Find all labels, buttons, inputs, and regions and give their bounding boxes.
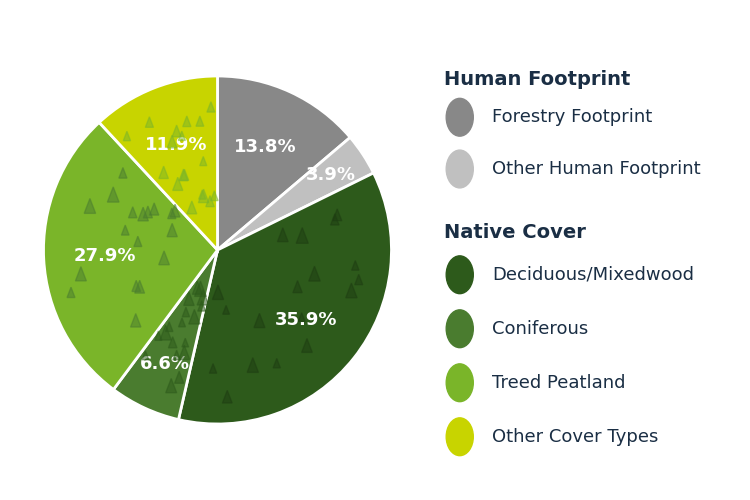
Polygon shape <box>175 372 184 384</box>
Polygon shape <box>160 325 172 340</box>
Polygon shape <box>199 189 208 202</box>
Wedge shape <box>217 138 374 250</box>
Polygon shape <box>223 306 230 314</box>
Polygon shape <box>207 102 214 112</box>
Polygon shape <box>142 351 148 360</box>
Text: 11.9%: 11.9% <box>145 136 208 154</box>
Polygon shape <box>107 187 119 202</box>
Circle shape <box>446 418 473 456</box>
Text: 3.9%: 3.9% <box>306 166 356 184</box>
Polygon shape <box>167 224 177 236</box>
Polygon shape <box>223 390 232 403</box>
Polygon shape <box>187 201 196 214</box>
Polygon shape <box>135 280 145 293</box>
Polygon shape <box>166 322 173 332</box>
Polygon shape <box>309 266 320 281</box>
Polygon shape <box>67 287 75 298</box>
Polygon shape <box>128 207 137 218</box>
Wedge shape <box>113 250 218 420</box>
Polygon shape <box>123 132 130 140</box>
Polygon shape <box>178 345 190 360</box>
Circle shape <box>446 150 473 188</box>
Polygon shape <box>170 204 180 217</box>
Text: Other Human Footprint: Other Human Footprint <box>492 160 700 178</box>
Polygon shape <box>254 314 265 328</box>
Polygon shape <box>154 331 162 340</box>
Wedge shape <box>178 173 392 424</box>
Polygon shape <box>167 135 177 148</box>
Polygon shape <box>130 314 141 327</box>
Polygon shape <box>206 196 214 206</box>
Text: Deciduous/Mixedwood: Deciduous/Mixedwood <box>492 266 694 283</box>
Text: Other Cover Types: Other Cover Types <box>492 428 658 446</box>
Polygon shape <box>172 178 183 190</box>
Polygon shape <box>302 338 312 352</box>
Polygon shape <box>182 307 190 317</box>
Polygon shape <box>199 190 206 199</box>
Polygon shape <box>122 225 129 235</box>
Polygon shape <box>211 191 218 200</box>
Circle shape <box>446 256 473 294</box>
Circle shape <box>446 310 473 348</box>
Polygon shape <box>149 203 159 215</box>
Polygon shape <box>168 208 176 218</box>
Polygon shape <box>183 116 191 126</box>
Polygon shape <box>180 170 189 180</box>
Wedge shape <box>44 122 218 390</box>
Text: Forestry Footprint: Forestry Footprint <box>492 108 652 126</box>
Polygon shape <box>172 350 181 360</box>
Polygon shape <box>331 214 339 225</box>
Polygon shape <box>194 281 206 296</box>
Text: 13.8%: 13.8% <box>234 138 296 156</box>
Polygon shape <box>197 290 208 305</box>
Text: Coniferous: Coniferous <box>492 320 588 338</box>
Polygon shape <box>273 358 280 368</box>
Polygon shape <box>169 336 177 348</box>
Polygon shape <box>192 281 202 294</box>
Polygon shape <box>178 318 185 327</box>
Polygon shape <box>159 251 170 265</box>
Polygon shape <box>184 292 194 306</box>
Polygon shape <box>212 285 223 300</box>
Polygon shape <box>76 266 86 281</box>
Polygon shape <box>166 378 177 393</box>
Text: 35.9%: 35.9% <box>275 311 338 329</box>
Text: Treed Peatland: Treed Peatland <box>492 374 626 392</box>
Text: Human Footprint: Human Footprint <box>443 70 630 89</box>
Polygon shape <box>346 283 357 298</box>
Polygon shape <box>333 209 342 220</box>
Polygon shape <box>209 364 217 373</box>
Polygon shape <box>178 131 185 140</box>
Polygon shape <box>293 280 302 292</box>
Polygon shape <box>132 280 140 291</box>
Polygon shape <box>352 260 359 270</box>
Text: 6.6%: 6.6% <box>140 354 190 372</box>
Polygon shape <box>134 236 142 246</box>
Polygon shape <box>179 169 188 180</box>
Polygon shape <box>200 156 207 166</box>
Polygon shape <box>198 301 206 311</box>
Text: Native Cover: Native Cover <box>443 223 586 242</box>
Polygon shape <box>146 117 154 128</box>
Polygon shape <box>196 116 204 126</box>
Circle shape <box>446 364 473 402</box>
Polygon shape <box>248 358 259 372</box>
Polygon shape <box>159 166 169 178</box>
Wedge shape <box>99 76 218 250</box>
Polygon shape <box>143 206 152 218</box>
Circle shape <box>446 98 473 136</box>
Polygon shape <box>138 207 148 221</box>
Polygon shape <box>182 338 189 347</box>
Polygon shape <box>296 228 308 244</box>
Polygon shape <box>298 312 305 322</box>
Polygon shape <box>278 228 288 241</box>
Polygon shape <box>84 198 96 214</box>
Polygon shape <box>172 125 182 137</box>
Polygon shape <box>355 274 363 284</box>
Wedge shape <box>217 76 350 250</box>
Polygon shape <box>189 310 200 324</box>
Polygon shape <box>118 168 127 178</box>
Text: 27.9%: 27.9% <box>74 247 136 265</box>
